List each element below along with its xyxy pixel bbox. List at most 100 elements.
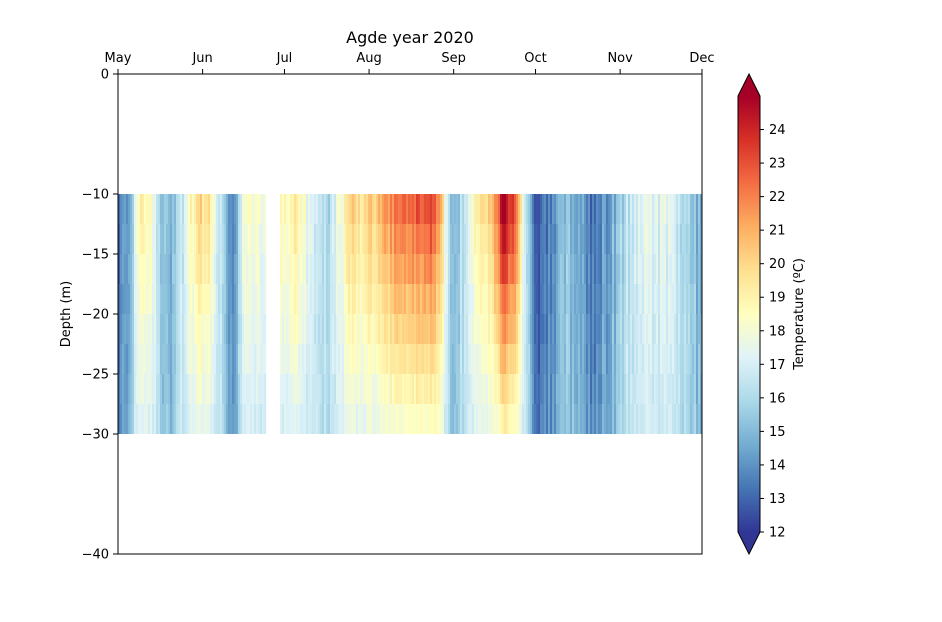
heatmap-cell [192,374,195,405]
heatmap-cell [182,254,185,285]
heatmap-cell [258,194,261,225]
heatmap-cell [226,194,229,225]
heatmap-cell [182,194,185,225]
heatmap-cell [412,344,415,375]
heatmap-cell [658,194,661,225]
heatmap-cell [636,314,639,345]
heatmap-cell [674,194,677,225]
heatmap-cell [338,404,341,434]
heatmap-cell [536,344,539,375]
heatmap-cell [264,284,267,315]
heatmap-cell [148,194,151,225]
heatmap-cell [360,254,363,285]
heatmap-cell [608,284,611,315]
heatmap-cell [344,344,347,375]
heatmap-cell [430,314,433,345]
heatmap-cell [188,344,191,375]
heatmap-cell [128,224,131,255]
heatmap-cell [426,374,429,405]
heatmap-cell [206,224,209,255]
heatmap-cell [132,254,135,285]
heatmap-cell [362,314,365,345]
heatmap-cell [154,284,157,315]
heatmap-cell [460,404,463,434]
heatmap-cell [418,194,421,225]
heatmap-cell [490,374,493,405]
heatmap-cell [558,344,561,375]
heatmap-cell [566,314,569,345]
heatmap-cell [178,404,181,434]
heatmap-cell [298,314,301,345]
heatmap-cell [574,284,577,315]
heatmap-cell [694,404,697,434]
heatmap-cell [368,284,371,315]
heatmap-cell [306,194,309,225]
heatmap-cell [624,224,627,255]
heatmap-cell [464,194,467,225]
heatmap-cell [648,194,651,225]
heatmap-cell [264,224,267,255]
heatmap-cell [322,314,325,345]
heatmap-cell [458,374,461,405]
heatmap-cell [206,374,209,405]
heatmap-cell [544,194,547,225]
heatmap-cell [572,284,575,315]
heatmap-cell [472,374,475,405]
heatmap-cell [260,314,263,345]
heatmap-cell [690,194,693,225]
heatmap-cell [462,404,465,434]
heatmap-cell [286,194,289,225]
heatmap-cell [490,284,493,315]
heatmap-cell [586,314,589,345]
heatmap-cell [602,314,605,345]
heatmap-cell [528,374,531,405]
heatmap-cell [258,374,261,405]
heatmap-cell [586,284,589,315]
heatmap-cell [672,344,675,375]
heatmap-cell [626,254,629,285]
heatmap-cell [662,194,665,225]
heatmap-cell [242,344,245,375]
heatmap-cell [316,224,319,255]
heatmap-cell [586,224,589,255]
heatmap-cell [644,224,647,255]
heatmap-cell [340,344,343,375]
heatmap-cell [422,374,425,405]
heatmap-cell [430,284,433,315]
heatmap-cell [328,404,331,434]
x-tick-label: Aug [356,51,381,66]
heatmap-cell [518,194,521,225]
heatmap-cell [542,224,545,255]
colorbar-extend-min [738,532,760,554]
heatmap-cell [514,224,517,255]
heatmap-cell [600,344,603,375]
heatmap-cell [212,374,215,405]
heatmap-cell [624,194,627,225]
heatmap-cell [286,404,289,434]
heatmap-cell [390,224,393,255]
heatmap-cell [216,254,219,285]
heatmap-cell [310,344,313,375]
heatmap-cell [426,224,429,255]
heatmap-cell [300,224,303,255]
heatmap-cell [504,194,507,225]
heatmap-cell [472,224,475,255]
heatmap-cell [480,224,483,255]
heatmap-cell [670,284,673,315]
heatmap-cell [314,344,317,375]
heatmap-cell [566,254,569,285]
heatmap-cell [414,284,417,315]
heatmap-cell [424,194,427,225]
heatmap-cell [688,224,691,255]
heatmap-cell [496,284,499,315]
heatmap-cell [688,314,691,345]
heatmap-cell [532,254,535,285]
heatmap-cell [466,254,469,285]
heatmap-cell [496,344,499,375]
heatmap-cell [390,314,393,345]
heatmap-cell [556,344,559,375]
heatmap-cell [676,254,679,285]
heatmap-cell [138,314,141,345]
heatmap-cell [616,344,619,375]
heatmap-cell [134,284,137,315]
